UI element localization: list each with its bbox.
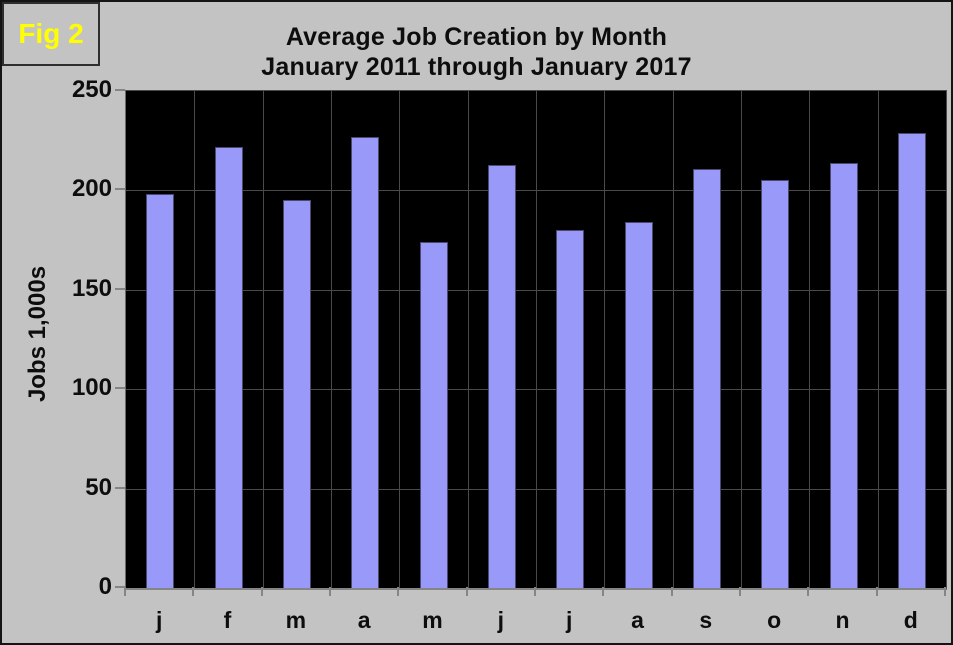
y-tick-label: 50 (85, 473, 112, 501)
gridline-vertical (536, 91, 537, 588)
gridline-vertical (809, 91, 811, 588)
x-tick (192, 587, 195, 596)
bar (829, 162, 858, 588)
y-tick (115, 287, 125, 290)
x-tick (465, 587, 468, 596)
x-tick-label: a (357, 607, 371, 633)
bar (146, 194, 175, 588)
gridline-vertical (399, 91, 401, 588)
x-tick (602, 587, 605, 596)
gridline-vertical (262, 91, 264, 588)
bar (692, 168, 721, 588)
gridline-vertical (877, 91, 879, 588)
bar (556, 230, 585, 588)
y-tick (115, 486, 125, 489)
y-tick (115, 586, 125, 588)
x-tick (807, 587, 810, 596)
x-tick (329, 587, 331, 596)
chart-title: Average Job Creation by Month (285, 23, 668, 51)
y-tick-label: 250 (71, 76, 112, 103)
y-tick-label: 150 (71, 274, 112, 302)
figure-label: Fig 2 (18, 18, 84, 49)
y-tick (115, 387, 125, 390)
bar (351, 136, 380, 588)
y-tick (115, 89, 125, 91)
x-tick-label: a (631, 607, 644, 633)
bar (897, 132, 926, 588)
x-tick (875, 587, 878, 596)
x-tick (670, 587, 673, 596)
x-tick (397, 587, 400, 596)
x-tick-label: m (422, 607, 443, 633)
x-tick-label: f (223, 607, 232, 633)
y-tick (115, 188, 125, 191)
plot-area (125, 90, 947, 590)
bar (282, 200, 311, 588)
x-tick-label: s (699, 607, 713, 633)
gridline-vertical (331, 91, 332, 588)
y-tick-label: 100 (71, 374, 112, 402)
bar (487, 164, 516, 588)
gridline-vertical (194, 91, 196, 588)
x-tick-label: d (903, 607, 918, 633)
gridline-vertical (672, 91, 674, 588)
chart-subtitle: January 2011 through January 2017 (261, 53, 692, 81)
y-tick-label: 0 (98, 573, 112, 600)
x-tick-label: j (565, 607, 573, 633)
x-tick-label: o (767, 607, 782, 633)
bar (761, 180, 790, 588)
x-tick (260, 587, 263, 596)
x-tick-label: n (835, 607, 850, 633)
x-tick-label: m (285, 607, 307, 633)
gridline-vertical (741, 91, 742, 588)
figure-label-badge: Fig 2 (2, 2, 100, 66)
x-tick (944, 587, 946, 596)
bar (419, 242, 448, 588)
bar (624, 222, 653, 588)
chart-title-block: Average Job Creation by Month January 20… (2, 22, 951, 82)
x-tick-label: j (497, 607, 505, 633)
x-tick-label: j (155, 607, 163, 633)
bar (214, 146, 243, 588)
x-tick (739, 587, 741, 596)
x-tick (534, 587, 536, 596)
x-tick (124, 587, 126, 596)
gridline-vertical (604, 91, 606, 588)
y-tick-label: 200 (71, 175, 112, 203)
gridline-vertical (467, 91, 469, 588)
